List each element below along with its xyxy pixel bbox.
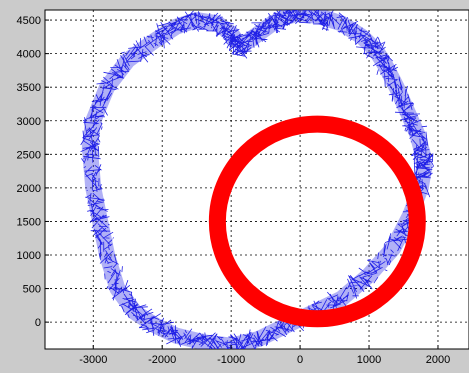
tick-labels: -3000 -2000 -1000 0 1000 2000 0 500 1000 1500 2000…: [17, 15, 451, 366]
series-red-texture: [214, 120, 421, 323]
y-tick-label: 2000: [17, 183, 41, 195]
y-tick-label: 0: [35, 317, 41, 329]
y-tick-label: 3000: [17, 116, 41, 128]
y-tick-label: 1500: [17, 216, 41, 228]
y-tick-label: 3500: [17, 82, 41, 94]
series-blue-line: [80, 10, 434, 349]
y-tick-label: 4500: [17, 15, 41, 27]
tick-marks: [45, 19, 439, 349]
y-tick-label: 500: [23, 284, 41, 296]
y-tick-label: 4000: [17, 49, 41, 61]
series-red-ring: [208, 115, 426, 328]
y-tick-label: 2500: [17, 149, 41, 161]
x-tick-label: 2000: [426, 354, 450, 366]
x-tick-label: 1000: [357, 354, 381, 366]
x-tick-label: -1000: [217, 354, 245, 366]
x-tick-label: -3000: [79, 354, 107, 366]
x-tick-label: 0: [297, 354, 303, 366]
data-series-layer: [80, 10, 434, 349]
y-tick-label: 1000: [17, 250, 41, 262]
x-tick-label: -2000: [148, 354, 176, 366]
